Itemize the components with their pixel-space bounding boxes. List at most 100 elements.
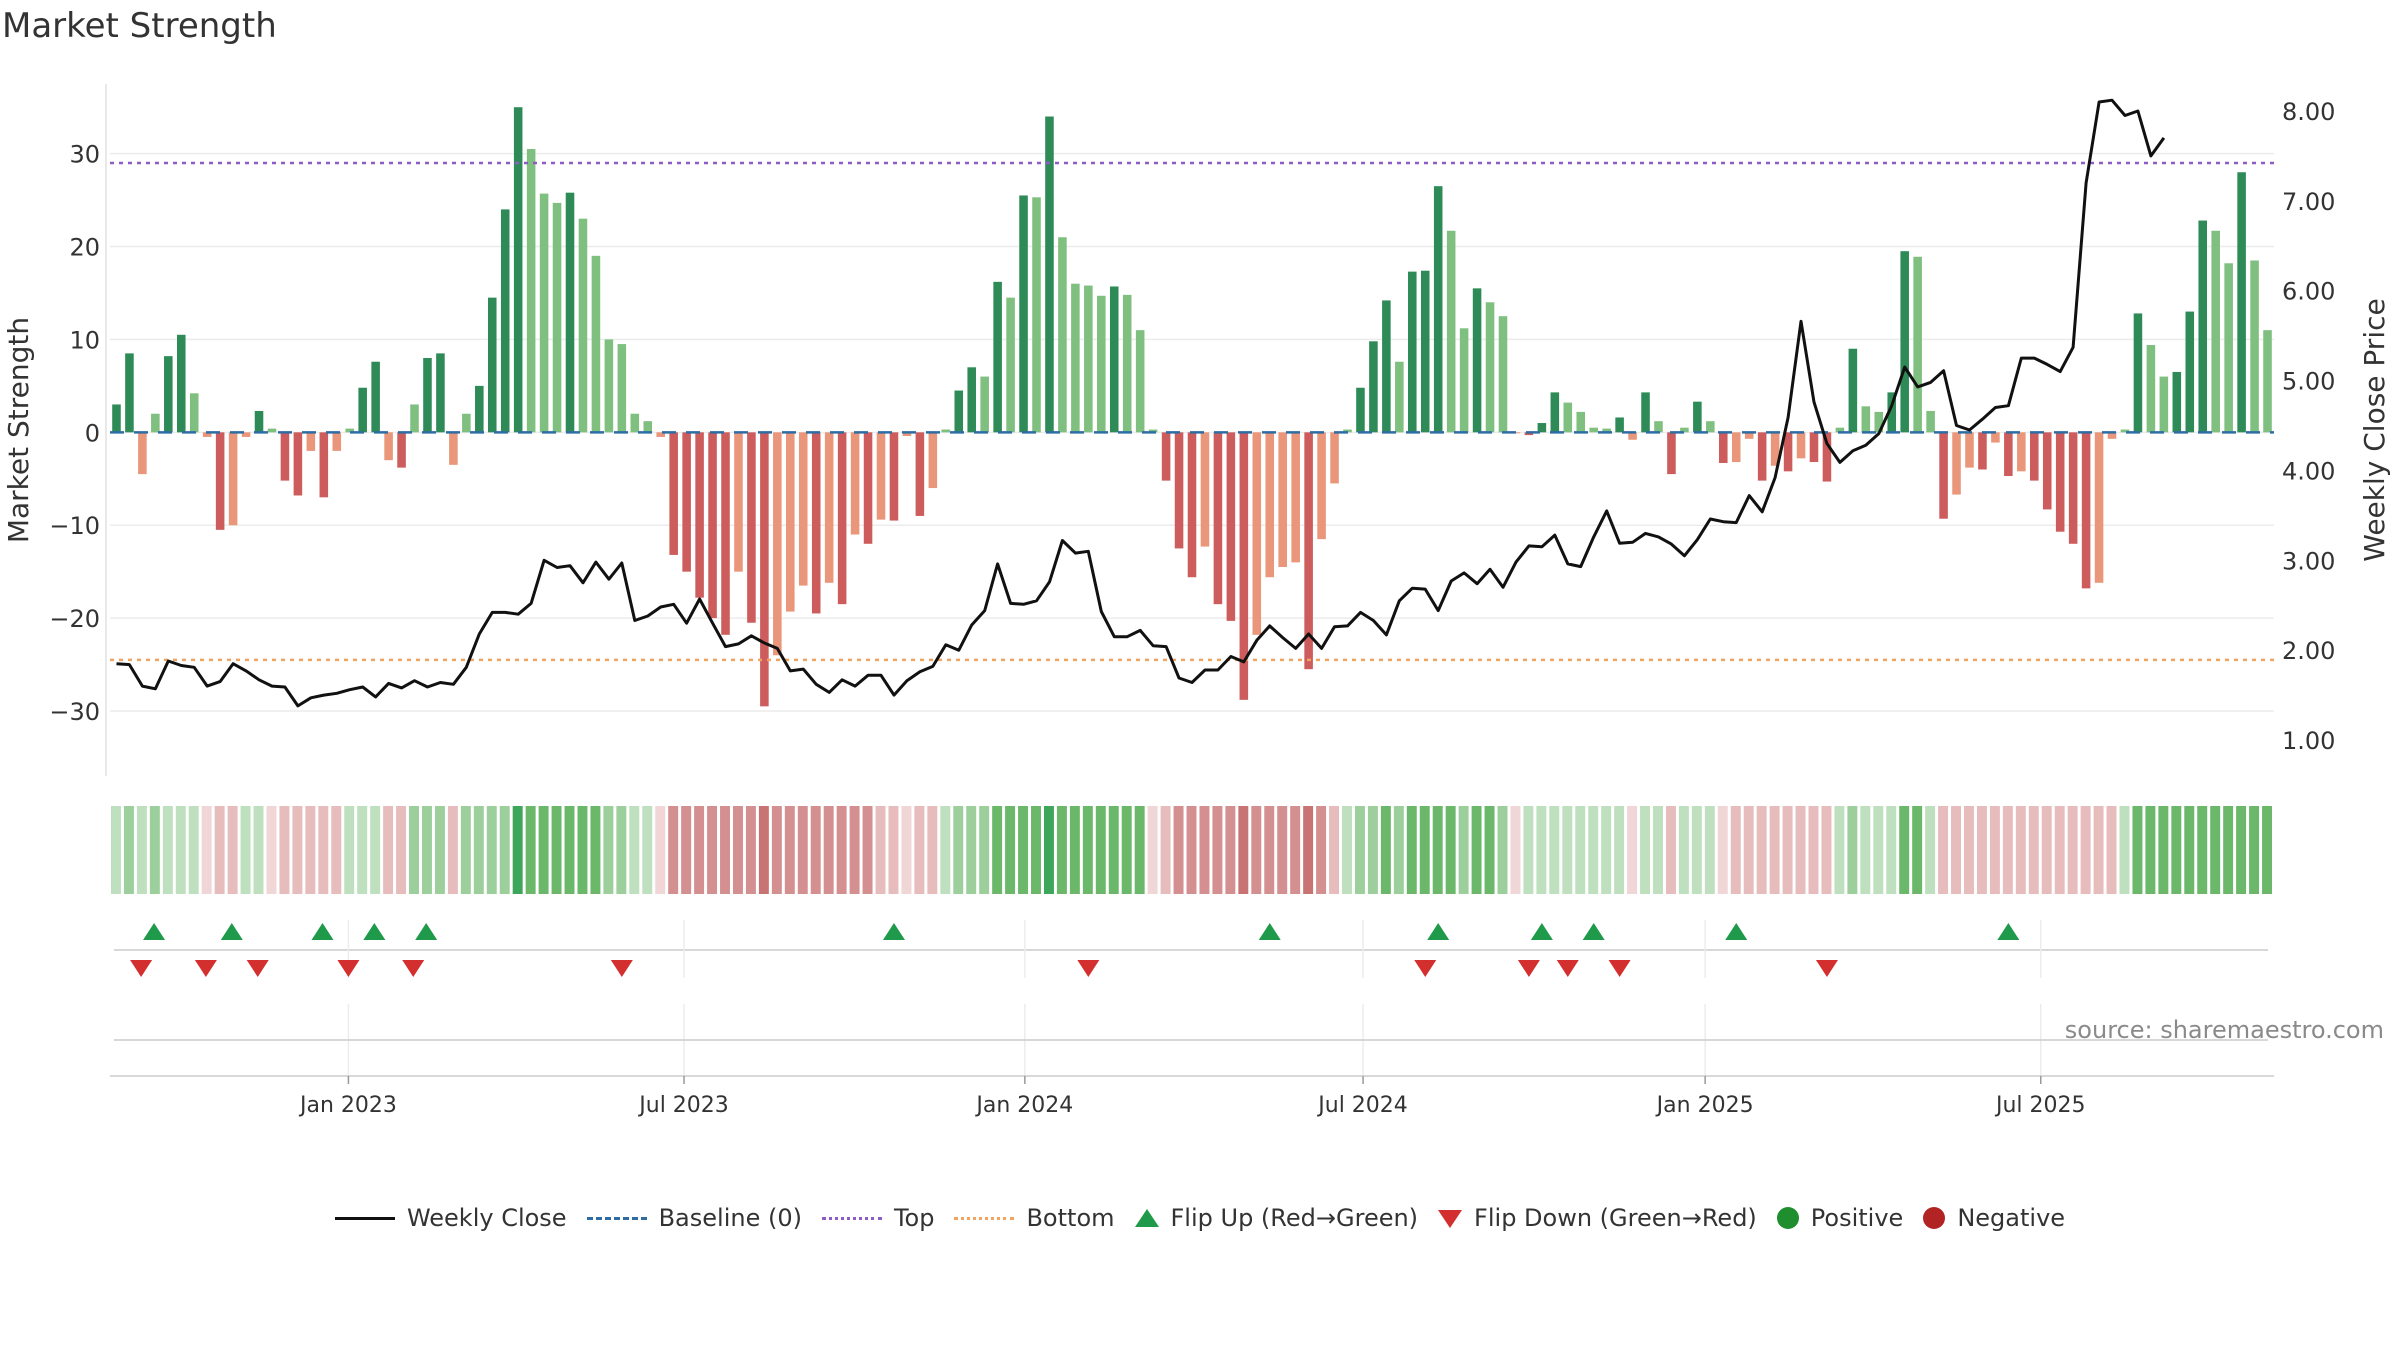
regime-cell (1795, 806, 1806, 894)
regime-cell (1393, 806, 1404, 894)
regime-cell (2197, 806, 2208, 894)
flip-down-marker (1414, 960, 1437, 977)
regime-cell (732, 806, 743, 894)
strength-bar (189, 393, 199, 433)
regime-cell (681, 806, 692, 894)
regime-cell (1095, 806, 1106, 894)
regime-cell (2223, 806, 2234, 894)
strength-bar (228, 432, 238, 526)
legend-item-negative[interactable]: Negative (1923, 1204, 2065, 1232)
strength-bar (850, 432, 860, 535)
strength-bar (1602, 428, 1611, 433)
weekly-close-line (116, 98, 2166, 708)
regime-cell (2106, 806, 2117, 894)
regime-cell (1653, 806, 1663, 894)
regime-cell (1912, 806, 1923, 894)
regime-cell (2249, 806, 2260, 894)
regime-cell (1562, 806, 1573, 894)
regime-cell (1536, 806, 1547, 894)
strength-bar (941, 429, 951, 433)
strength-bar (1161, 432, 1171, 481)
legend-item-baseline[interactable]: Baseline (0) (586, 1204, 802, 1232)
legend-item-flip-up[interactable]: Flip Up (Red→Green) (1134, 1204, 1418, 1232)
strength-bar (1796, 432, 1806, 459)
legend-swatch-dotted (821, 1206, 882, 1230)
strength-bar (1848, 348, 1858, 433)
strength-bar (125, 353, 134, 433)
strength-bar (837, 432, 847, 605)
strength-bar (1330, 432, 1339, 484)
regime-cell (1147, 806, 1158, 894)
strength-bar (345, 428, 355, 433)
strength-bar (487, 297, 497, 433)
regime-cell (1756, 806, 1767, 894)
regime-cell (1938, 806, 1949, 894)
legend-item-bottom[interactable]: Bottom (954, 1204, 1115, 1232)
strength-bar (747, 432, 756, 623)
y-tick-label: −30 (49, 698, 100, 726)
strength-bar (1356, 387, 1365, 433)
legend-item-weekly-close[interactable]: Weekly Close (334, 1204, 567, 1232)
regime-cell (1782, 806, 1793, 894)
strength-bar (695, 432, 704, 598)
y-tick-label: 30 (69, 141, 100, 169)
legend-item-positive[interactable]: Positive (1776, 1204, 1903, 1232)
regime-cell (707, 806, 718, 894)
strength-bar (1446, 230, 1456, 433)
regime-cell (460, 806, 471, 894)
triangle-up-icon (1134, 1206, 1159, 1230)
regime-cell (1173, 806, 1184, 894)
y2-tick-label: 2.00 (2282, 637, 2335, 665)
regime-cell (1406, 806, 1417, 894)
regime-cell (810, 806, 821, 894)
regime-cell (797, 806, 808, 894)
strength-bar (371, 361, 380, 433)
strength-bar (1991, 432, 2000, 443)
strength-bar (423, 358, 432, 433)
strength-bar (1369, 341, 1378, 433)
strength-bar (1032, 197, 1041, 433)
strength-bar (1693, 401, 1702, 433)
strength-bar (1252, 432, 1262, 635)
regime-cell (1238, 806, 1249, 894)
regime-cell (1458, 806, 1469, 894)
legend-label: Flip Down (Green→Red) (1474, 1204, 1757, 1232)
y-axis-title: Market Strength (2, 317, 35, 543)
regime-cell (318, 806, 329, 894)
strength-bar (1861, 406, 1871, 433)
flip-down-marker (1815, 960, 1838, 977)
strength-bar (578, 218, 588, 433)
regime-cell (162, 806, 173, 894)
flip-up-marker (1427, 923, 1450, 940)
y-tick-label: 0 (85, 419, 100, 447)
strength-bar (954, 390, 964, 433)
strength-bar (293, 432, 303, 496)
regime-cell (927, 806, 938, 894)
legend-label: Weekly Close (406, 1204, 567, 1232)
strength-bar (2094, 432, 2104, 583)
strength-bar (1174, 432, 1184, 549)
strength-bar (1226, 432, 1236, 621)
regime-cell (2080, 806, 2091, 894)
regime-cell (292, 806, 303, 894)
strength-bar (2250, 260, 2259, 433)
regime-cell (2210, 806, 2221, 894)
x-tick-label: Jul 2025 (1994, 1093, 2086, 1118)
flip-down-marker (1517, 960, 1540, 977)
regime-cell (1186, 806, 1197, 894)
regime-cell (758, 806, 769, 894)
y2-tick-label: 3.00 (2282, 547, 2335, 575)
regime-cell (2015, 806, 2026, 894)
strength-bar (306, 432, 316, 451)
regime-cell (2236, 806, 2247, 894)
strength-bar (773, 432, 782, 656)
strength-bar (1420, 270, 1430, 433)
strength-bar (2146, 345, 2156, 433)
strength-bar (1213, 432, 1223, 605)
regime-cell (1886, 806, 1897, 894)
strength-bar (1006, 297, 1015, 433)
legend-item-flip-down[interactable]: Flip Down (Green→Red) (1438, 1204, 1757, 1232)
legend-item-top[interactable]: Top (821, 1204, 934, 1232)
regime-cell (1108, 806, 1119, 894)
